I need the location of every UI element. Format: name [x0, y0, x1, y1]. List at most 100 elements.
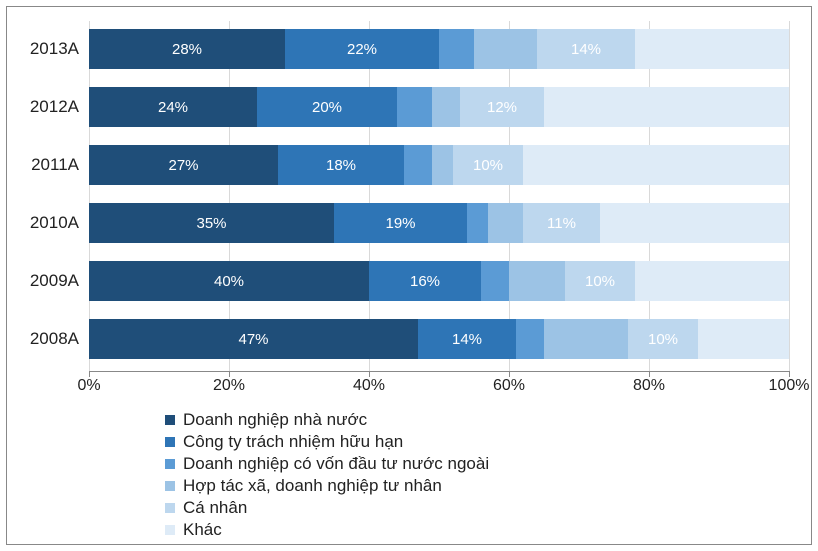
bar-segment: [404, 145, 432, 185]
bar-segment: [635, 29, 789, 69]
bar-value-label: 14%: [452, 331, 482, 348]
gridline: [789, 21, 790, 371]
bar-segment: [600, 203, 789, 243]
x-axis-tick-label: 80%: [633, 377, 665, 395]
y-axis-label: 2010A: [7, 203, 79, 243]
bar-value-label: 10%: [648, 331, 678, 348]
x-axis-tick-label: 60%: [493, 377, 525, 395]
bar-row: 24% 20% 12%: [89, 87, 789, 127]
bar-segment: [481, 261, 509, 301]
bar-row: 35% 19% 11%: [89, 203, 789, 243]
bar-value-label: 40%: [214, 273, 244, 290]
y-axis-label: 2009A: [7, 261, 79, 301]
bar-value-label: 10%: [473, 157, 503, 174]
bar-segment: 18%: [278, 145, 404, 185]
bar-value-label: 24%: [158, 99, 188, 116]
legend-swatch: [165, 503, 175, 513]
bar-value-label: 28%: [172, 41, 202, 58]
x-axis-tick-label: 100%: [769, 377, 810, 395]
bar-segment: 24%: [89, 87, 257, 127]
y-axis-label: 2011A: [7, 145, 79, 185]
x-tick-mark: [89, 371, 90, 377]
x-tick-mark: [509, 371, 510, 377]
legend-swatch: [165, 437, 175, 447]
bar-segment: 47%: [89, 319, 418, 359]
legend-item: Doanh nghiệp nhà nước: [165, 409, 489, 431]
bar-value-label: 27%: [168, 157, 198, 174]
legend-item: Công ty trách nhiệm hữu hạn: [165, 431, 489, 453]
bar-segment: [544, 87, 789, 127]
bar-segment: 11%: [523, 203, 600, 243]
legend-item: Hợp tác xã, doanh nghiệp tư nhân: [165, 475, 489, 497]
legend-label: Doanh nghiệp nhà nước: [183, 410, 367, 430]
bar-value-label: 14%: [571, 41, 601, 58]
x-axis: 0%20%40%60%80%100%: [89, 371, 789, 401]
bar-segment: [544, 319, 628, 359]
legend: Doanh nghiệp nhà nướcCông ty trách nhiệm…: [165, 409, 489, 541]
legend-item: Doanh nghiệp có vốn đầu tư nước ngoài: [165, 453, 489, 475]
bar-segment: [397, 87, 432, 127]
bar-value-label: 18%: [326, 157, 356, 174]
bar-value-label: 11%: [547, 215, 576, 232]
y-axis-label: 2013A: [7, 29, 79, 69]
bar-row: 47% 14% 10%: [89, 319, 789, 359]
bar-segment: 10%: [628, 319, 698, 359]
y-axis-label: 2012A: [7, 87, 79, 127]
legend-swatch: [165, 481, 175, 491]
legend-item: Khác: [165, 519, 489, 541]
bar-segment: 20%: [257, 87, 397, 127]
bar-value-label: 10%: [585, 273, 615, 290]
legend-label: Hợp tác xã, doanh nghiệp tư nhân: [183, 476, 442, 496]
bar-row: 28% 22% 14%: [89, 29, 789, 69]
bar-value-label: 47%: [238, 331, 268, 348]
chart-frame: 28% 22% 14% 24% 20% 12% 27% 18% 10% 35% 19% 11% 40% 1…: [6, 6, 812, 545]
bar-segment: 28%: [89, 29, 285, 69]
bar-segment: [698, 319, 789, 359]
bar-value-label: 12%: [487, 99, 517, 116]
legend-label: Công ty trách nhiệm hữu hạn: [183, 432, 403, 452]
bar-segment: 10%: [565, 261, 635, 301]
bar-segment: 22%: [285, 29, 439, 69]
legend-swatch: [165, 459, 175, 469]
bar-segment: [432, 87, 460, 127]
bar-segment: [509, 261, 565, 301]
bar-value-label: 35%: [196, 215, 226, 232]
legend-item: Cá nhân: [165, 497, 489, 519]
bar-row: 40% 16% 10%: [89, 261, 789, 301]
bar-row: 27% 18% 10%: [89, 145, 789, 185]
legend-swatch: [165, 415, 175, 425]
bar-value-label: 19%: [385, 215, 415, 232]
legend-label: Doanh nghiệp có vốn đầu tư nước ngoài: [183, 454, 489, 474]
x-tick-mark: [649, 371, 650, 377]
bar-segment: 19%: [334, 203, 467, 243]
bar-segment: 16%: [369, 261, 481, 301]
bar-segment: 27%: [89, 145, 278, 185]
bar-segment: 35%: [89, 203, 334, 243]
bar-value-label: 20%: [312, 99, 342, 116]
bar-segment: 12%: [460, 87, 544, 127]
legend-label: Cá nhân: [183, 498, 247, 518]
x-axis-tick-label: 40%: [353, 377, 385, 395]
bar-segment: [432, 145, 453, 185]
bar-segment: [635, 261, 789, 301]
bar-segment: [439, 29, 474, 69]
bar-segment: 10%: [453, 145, 523, 185]
bar-segment: [523, 145, 789, 185]
plot-area: 28% 22% 14% 24% 20% 12% 27% 18% 10% 35% 19% 11% 40% 1…: [89, 21, 789, 371]
legend-label: Khác: [183, 520, 222, 540]
bar-segment: [467, 203, 488, 243]
legend-swatch: [165, 525, 175, 535]
bar-segment: [516, 319, 544, 359]
x-tick-mark: [789, 371, 790, 377]
bar-segment: 14%: [418, 319, 516, 359]
x-tick-mark: [229, 371, 230, 377]
x-axis-tick-label: 0%: [77, 377, 100, 395]
bar-value-label: 22%: [347, 41, 377, 58]
bar-segment: 14%: [537, 29, 635, 69]
bar-segment: [474, 29, 537, 69]
bar-value-label: 16%: [410, 273, 440, 290]
bar-segment: [488, 203, 523, 243]
y-axis-label: 2008A: [7, 319, 79, 359]
x-axis-tick-label: 20%: [213, 377, 245, 395]
bar-segment: 40%: [89, 261, 369, 301]
